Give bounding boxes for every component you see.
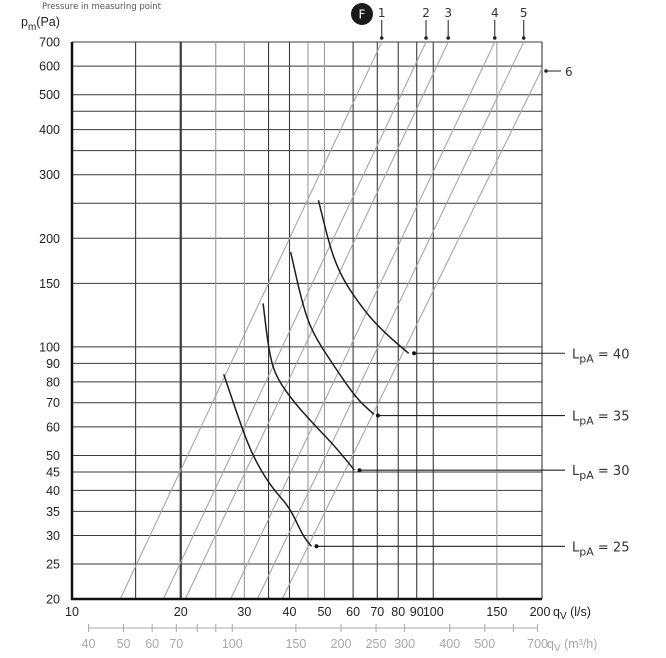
y-tick-label: 300 [39, 168, 60, 182]
y-tick-label: 700 [39, 36, 60, 50]
curve-lpa35 [289, 252, 375, 415]
secondary-tick-label: 100 [222, 637, 243, 651]
y-tick-label: 600 [39, 60, 60, 74]
y-tick-label: 80 [46, 375, 60, 389]
damper-line-2 [162, 41, 427, 600]
y-axis-label: pm(Pa) [21, 15, 60, 33]
curve-label: LpA = 30 [572, 464, 629, 482]
x-tick-label: 200 [530, 605, 551, 619]
secondary-tick-label: 250 [366, 637, 387, 651]
y-tick-label: 35 [46, 505, 60, 519]
badge-circle [351, 3, 373, 25]
curve-lpa25 [222, 373, 312, 547]
x-tick-label: 50 [318, 605, 332, 619]
y-tick-label: 500 [39, 88, 60, 102]
x-axis-unit: qV (l/s) [553, 605, 591, 622]
chart-title: Pressure in measuring point [42, 2, 162, 12]
secondary-tick-label: 70 [169, 637, 183, 651]
secondary-tick-label: 400 [439, 637, 460, 651]
x-tick-label: 20 [174, 605, 188, 619]
damper-marker-2 [424, 36, 428, 40]
badge-letter: F [359, 8, 366, 22]
damper-marker-1 [379, 36, 384, 40]
damper-label-5: 5 [520, 6, 528, 20]
curve-label: LpA = 25 [572, 540, 629, 558]
secondary-tick-label: 60 [145, 637, 159, 651]
y-tick-label: 400 [39, 123, 60, 137]
y-label-unit: (Pa) [36, 15, 60, 29]
secondary-tick-label: 50 [117, 637, 131, 651]
curve-label: LpA = 40 [572, 347, 629, 365]
y-label-sub: m [28, 22, 36, 33]
damper-line-4 [230, 41, 496, 600]
x-tick-label: 30 [237, 605, 251, 619]
y-tick-label: 40 [46, 484, 60, 498]
x-tick-label: 60 [346, 605, 360, 619]
secondary-tick-label: 500 [474, 637, 495, 651]
secondary-tick-label: 300 [394, 637, 415, 651]
damper-label-6: 6 [565, 65, 573, 79]
damper-marker-5 [521, 36, 526, 40]
damper-position-lines [119, 41, 543, 600]
y-tick-label: 45 [46, 465, 60, 479]
x-tick-label: 70 [370, 605, 384, 619]
y-tick-label: 30 [46, 529, 60, 543]
axes: 2025303540455060708090100150200300400500… [39, 36, 597, 655]
y-tick-label: 60 [46, 420, 60, 434]
damper-label-4: 4 [491, 6, 499, 20]
sound-level-curves [222, 200, 410, 547]
svg-text:pm(Pa): pm(Pa) [21, 15, 60, 33]
x-tick-label: 90 [410, 605, 424, 619]
damper-marker-3 [446, 36, 451, 40]
damper-label-2: 2 [422, 6, 430, 20]
y-tick-label: 50 [46, 449, 60, 463]
x-tick-label: 10 [65, 605, 79, 619]
y-tick-label: 150 [39, 277, 60, 291]
damper-line-5 [256, 41, 525, 600]
y-label-main: p [21, 15, 28, 29]
y-tick-label: 25 [46, 558, 60, 572]
x-tick-label: 100 [423, 605, 444, 619]
damper-label-1: 1 [378, 6, 386, 20]
x-tick-label: 150 [486, 605, 507, 619]
curve-lpa30 [262, 303, 355, 471]
damper-marker-4 [492, 36, 497, 40]
damper-label-3: 3 [444, 6, 452, 20]
secondary-tick-label: 150 [285, 637, 306, 651]
curve-label: LpA = 35 [572, 410, 629, 428]
secondary-tick-label: 40 [82, 637, 96, 651]
damper-line-3 [184, 41, 449, 600]
y-tick-label: 100 [39, 340, 60, 354]
damper-line-1 [119, 41, 383, 600]
secondary-tick-label: 200 [331, 637, 352, 651]
y-tick-label: 20 [46, 593, 60, 607]
x-tick-label: 80 [391, 605, 405, 619]
secondary-axis-unit: qV (m³/h) [547, 637, 597, 654]
badge-f: F [351, 3, 373, 25]
y-tick-label: 200 [39, 232, 60, 246]
y-tick-label: 70 [46, 396, 60, 410]
y-tick-label: 90 [46, 357, 60, 371]
grid [70, 41, 543, 599]
curve-lpa40 [317, 200, 410, 354]
secondary-tick-label: 700 [527, 637, 548, 651]
damper-line-6 [281, 68, 543, 600]
x-tick-label: 40 [283, 605, 297, 619]
